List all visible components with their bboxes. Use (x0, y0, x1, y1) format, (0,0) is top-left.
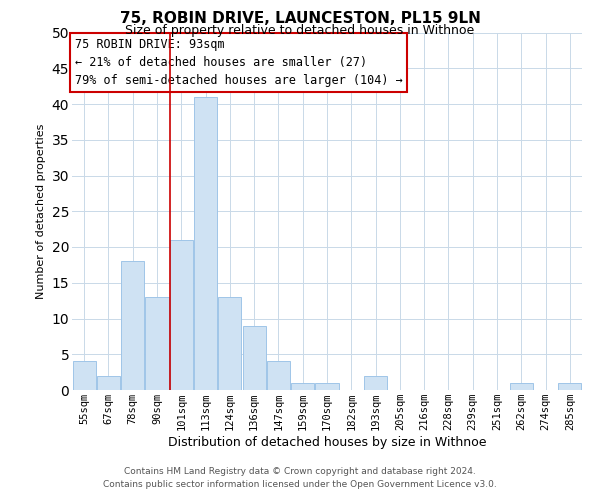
Bar (170, 240, 193, 390)
Bar (291, 383, 314, 390)
Y-axis label: Number of detached properties: Number of detached properties (36, 124, 46, 299)
Text: Size of property relative to detached houses in Withnoe: Size of property relative to detached ho… (125, 24, 475, 37)
Text: 75, ROBIN DRIVE, LAUNCESTON, PL15 9LN: 75, ROBIN DRIVE, LAUNCESTON, PL15 9LN (119, 11, 481, 26)
Bar (559, 383, 581, 390)
Bar (121, 262, 144, 390)
Bar (267, 362, 290, 390)
Bar (242, 326, 266, 390)
Bar (145, 297, 169, 390)
Bar (510, 383, 533, 390)
X-axis label: Distribution of detached houses by size in Withnoe: Distribution of detached houses by size … (168, 436, 486, 449)
Text: Contains HM Land Registry data © Crown copyright and database right 2024.
Contai: Contains HM Land Registry data © Crown c… (103, 468, 497, 489)
Text: 75 ROBIN DRIVE: 93sqm
← 21% of detached houses are smaller (27)
79% of semi-deta: 75 ROBIN DRIVE: 93sqm ← 21% of detached … (74, 38, 403, 87)
Bar (73, 362, 95, 390)
Bar (97, 376, 120, 390)
Bar (218, 297, 241, 390)
Bar (194, 97, 217, 390)
Bar (364, 376, 387, 390)
Bar (316, 383, 338, 390)
